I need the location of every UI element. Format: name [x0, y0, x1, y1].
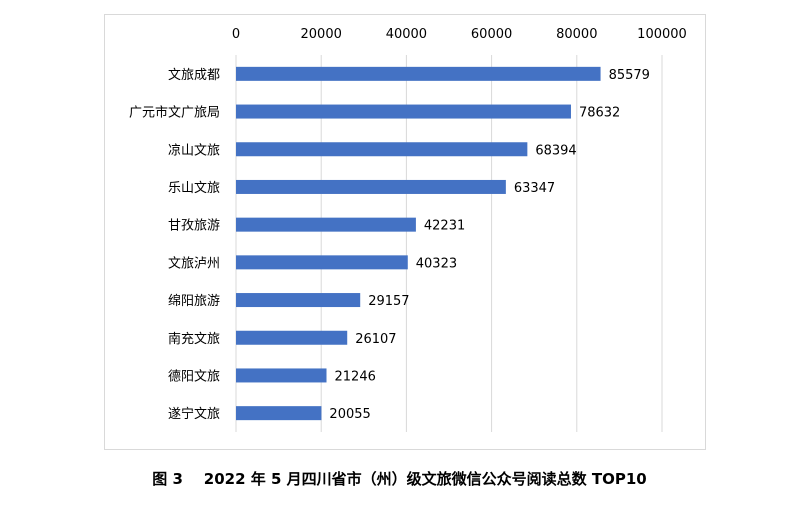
category-label-8: 南充文旅 — [168, 331, 220, 347]
category-label-7: 绵阳旅游 — [168, 294, 220, 309]
bar-5 — [236, 217, 416, 232]
category-label-2: 广元市文广旅局 — [129, 105, 220, 121]
x-tick-label-60000: 60000 — [471, 27, 512, 42]
value-label-5: 42231 — [424, 219, 465, 234]
figure-caption: 图 3 2022 年 5 月四川省市（州）级文旅微信公众号阅读总数 TOP10 — [152, 470, 647, 488]
bar-7 — [236, 293, 361, 308]
bar-4 — [236, 179, 506, 194]
value-label-7: 29157 — [368, 294, 409, 309]
category-label-10: 遂宁文旅 — [168, 406, 220, 422]
x-tick-label-0: 0 — [232, 27, 240, 42]
value-label-4: 63347 — [514, 181, 555, 196]
value-label-6: 40323 — [416, 256, 457, 271]
bar-8 — [236, 330, 348, 345]
category-label-4: 乐山文旅 — [168, 181, 220, 196]
bar-6 — [236, 255, 408, 270]
bar-1 — [236, 66, 601, 81]
x-tick-label-100000: 100000 — [637, 27, 687, 42]
value-label-1: 85579 — [609, 68, 650, 83]
category-label-5: 甘孜旅游 — [168, 219, 220, 234]
bar-2 — [236, 104, 571, 119]
category-label-1: 文旅成都 — [168, 68, 220, 83]
bar-10 — [236, 406, 322, 421]
chart-frame — [104, 14, 706, 450]
value-label-9: 21246 — [335, 369, 376, 384]
value-label-8: 26107 — [355, 332, 396, 347]
category-label-6: 文旅泸州 — [168, 256, 220, 271]
value-label-10: 20055 — [329, 407, 370, 422]
x-tick-label-40000: 40000 — [386, 27, 427, 42]
value-label-2: 78632 — [579, 106, 620, 121]
bar-3 — [236, 142, 528, 157]
category-label-9: 德阳文旅 — [168, 369, 220, 384]
x-tick-label-20000: 20000 — [301, 27, 342, 42]
category-label-3: 凉山文旅 — [168, 143, 220, 158]
value-label-3: 68394 — [535, 143, 576, 158]
x-tick-label-80000: 80000 — [556, 27, 597, 42]
bar-9 — [236, 368, 327, 383]
